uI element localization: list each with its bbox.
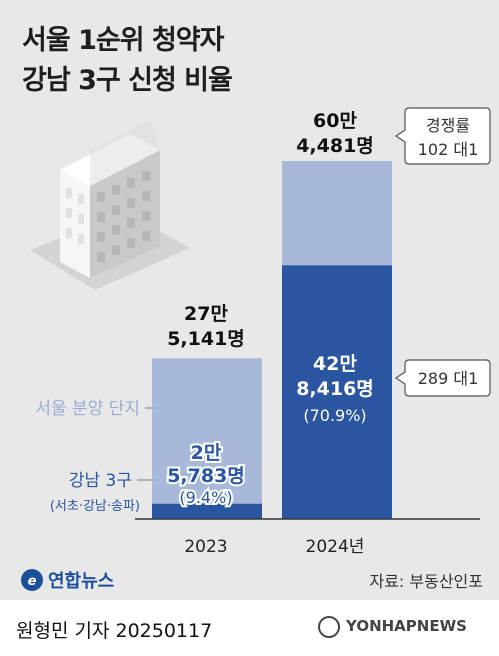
- callout-1-line2: 102 대1: [418, 140, 479, 159]
- gangnam-2024-value-line1: 42만: [313, 353, 357, 375]
- bar-2024: [282, 161, 392, 519]
- source-text: 자료: 부동산인포: [369, 572, 483, 591]
- callout-competition-2024: 경쟁률 102 대1: [394, 107, 491, 165]
- title-line-2: 강남 3구 신청 비율: [22, 65, 233, 96]
- x-tick-2024: 2024년: [306, 537, 365, 557]
- logo-text: 연합뉴스: [48, 570, 114, 592]
- x-tick-2023: 2023: [184, 537, 227, 557]
- total-2023-line1: 27만: [184, 303, 228, 325]
- svg-text:e: e: [28, 574, 37, 589]
- callout-competition-gangnam: 289 대1: [394, 359, 491, 397]
- gangnam-2024-pct: (70.9%): [303, 406, 366, 425]
- title-line-1: 서울 1순위 청약자: [22, 25, 224, 56]
- yonhap-logo-icon: [21, 569, 43, 591]
- bar-2024-seoul: [282, 161, 392, 266]
- building-illustration: [30, 120, 190, 290]
- gangnam-2023-pct: (9.4%): [179, 488, 232, 507]
- watermark-icon: [318, 616, 340, 638]
- chart-area: 27만 5,141명 60만 4,481명 2만 5,783명 (9.4%) 4…: [21, 107, 491, 592]
- footer: 원형민 기자 20250117 YONHAPNEWS: [0, 600, 499, 656]
- total-2024-line1: 60만: [313, 110, 357, 132]
- bar-2023-seoul: [152, 358, 262, 504]
- callout-1-line1: 경쟁률: [426, 116, 470, 135]
- gangnam-2024-value-line2: 8,416명: [296, 378, 374, 400]
- watermark: YONHAPNEWS: [346, 617, 467, 635]
- callout-2-text: 289 대1: [418, 369, 479, 388]
- gangnam-2023-value-line1: 2만: [191, 442, 222, 464]
- legend-seoul: 서울 분양 단지: [35, 399, 140, 419]
- yonhap-logo: e 연합뉴스: [21, 569, 114, 592]
- legend-gangnam-sub: (서초·강남·송파): [50, 499, 140, 514]
- total-2023-line2: 5,141명: [167, 328, 245, 350]
- bar-2024-gangnam: [282, 265, 392, 519]
- byline: 원형민 기자 20250117: [16, 620, 213, 642]
- gangnam-2023-value-line2: 5,783명: [167, 465, 245, 487]
- total-2024-line2: 4,481명: [296, 135, 374, 157]
- bar-2023: [152, 358, 262, 519]
- bar-2023-gangnam: [152, 503, 262, 519]
- gangnam-2023-label: 2만 5,783명: [165, 440, 247, 489]
- legend-gangnam: 강남 3구: [69, 471, 132, 491]
